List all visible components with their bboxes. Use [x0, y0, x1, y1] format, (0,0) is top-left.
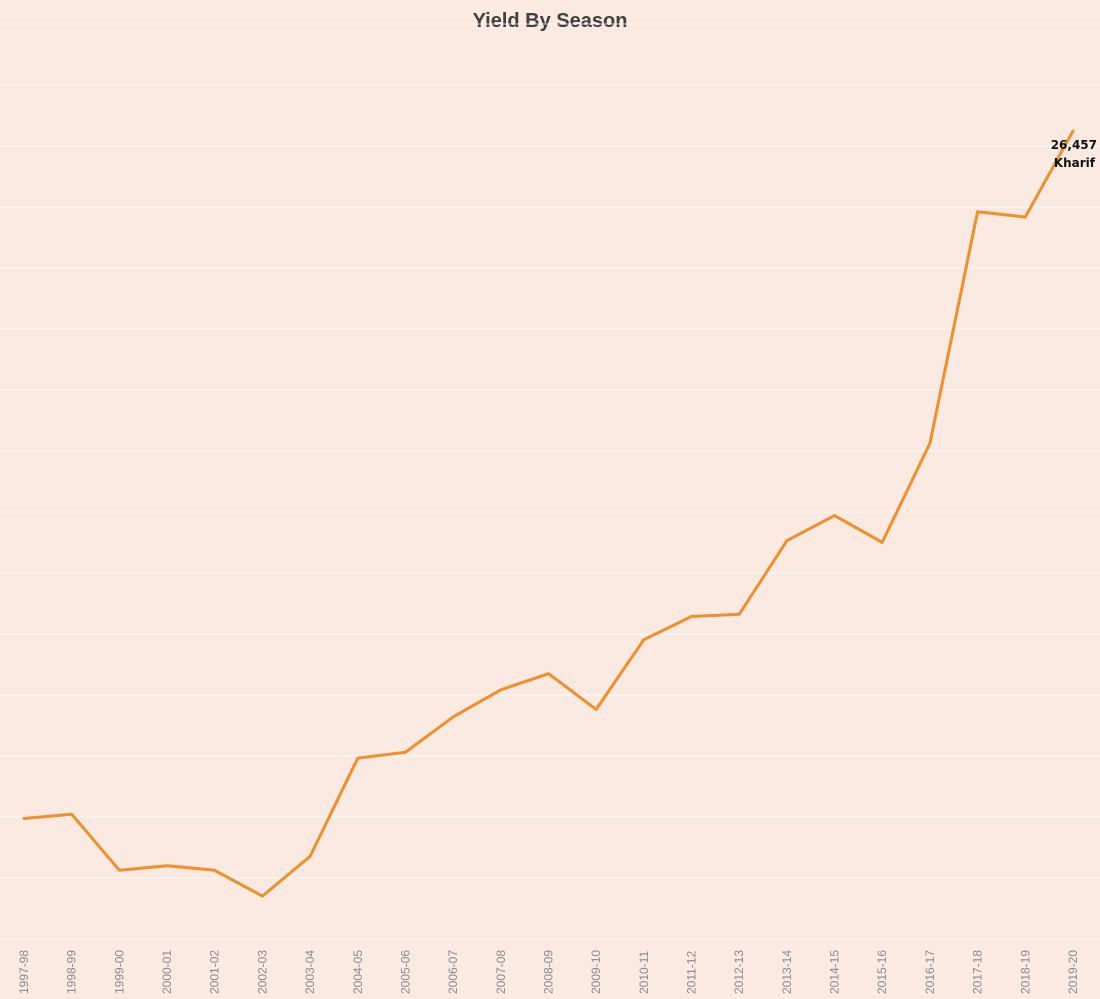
x-tick-label: 2016-17: [923, 950, 937, 994]
data-point: [307, 853, 313, 859]
data-point: [498, 687, 504, 693]
data-point: [1070, 128, 1076, 134]
data-point: [1022, 214, 1028, 220]
data-point: [164, 863, 170, 869]
x-tick-label: 2014-15: [828, 950, 842, 994]
x-tick-label: 2012-13: [732, 950, 746, 994]
x-tick-label: 2003-04: [303, 950, 317, 994]
data-point: [832, 513, 838, 519]
data-point: [355, 755, 361, 761]
x-tick-label: 2005-06: [398, 950, 412, 994]
x-tick-label: 2011-12: [685, 951, 699, 994]
x-tick-label: 2008-09: [541, 950, 555, 994]
x-tick-label: 2002-03: [255, 950, 269, 994]
x-tick-label: 1999-00: [112, 950, 126, 994]
data-point: [879, 539, 885, 545]
x-tick-label: 2000-01: [160, 950, 174, 994]
x-tick-label: 1998-99: [65, 950, 79, 994]
data-point: [689, 613, 695, 619]
x-tick-label: 2004-05: [351, 950, 365, 994]
data-point: [593, 706, 599, 712]
x-tick-label: 2006-07: [446, 950, 460, 994]
x-tick-label: 2001-02: [208, 950, 222, 994]
data-point: [212, 867, 218, 873]
data-point: [259, 893, 265, 899]
data-point: [402, 749, 408, 755]
data-point: [21, 815, 27, 821]
x-tick-label: 2010-11: [637, 951, 651, 994]
gridlines: [0, 23, 1100, 940]
series-layer: [21, 128, 1076, 899]
x-axis-tick-labels: 1997-98 1998-99 1999-00 2000-01 2001-02 2002-…: [17, 950, 1080, 994]
data-point: [927, 440, 933, 446]
x-tick-label: 2015-16: [875, 950, 889, 994]
data-point: [736, 611, 742, 617]
end-label-value: 26,457: [1051, 138, 1097, 152]
chart-title: Yield By Season: [472, 10, 628, 32]
data-point: [69, 811, 75, 817]
x-tick-label: 2007-08: [494, 950, 508, 994]
data-point: [450, 714, 456, 720]
data-point: [784, 538, 790, 544]
data-point: [641, 637, 647, 643]
data-point: [975, 209, 981, 215]
x-tick-label: 2017-18: [971, 950, 985, 994]
series-line-kharif: [22, 129, 1075, 898]
data-point: [545, 671, 551, 677]
data-point: [116, 867, 122, 873]
end-label-series: Kharif: [1054, 156, 1096, 170]
x-tick-label: 2019-20: [1066, 950, 1080, 994]
x-tick-label: 1997-98: [17, 950, 31, 994]
end-labels: 26,457 Kharif: [1051, 138, 1097, 170]
x-tick-label: 2018-19: [1018, 950, 1032, 994]
x-tick-label: 2013-14: [780, 950, 794, 994]
x-tick-label: 2009-10: [589, 950, 603, 994]
